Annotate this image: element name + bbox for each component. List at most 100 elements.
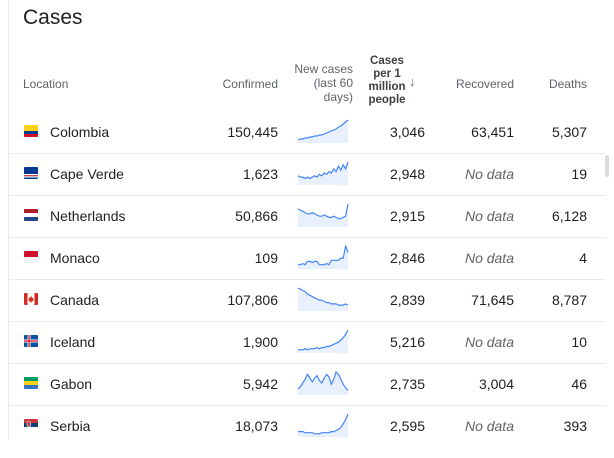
deaths-value: 19 (571, 166, 587, 182)
sort-descending-icon[interactable]: ↓ (409, 73, 416, 89)
new-cases-sparkline (298, 245, 349, 269)
confirmed-value: 1,900 (242, 334, 278, 350)
table-row[interactable]: Canada 107,806 2,839 71,645 8,787 (9, 280, 605, 322)
country-name[interactable]: Monaco (50, 250, 100, 266)
table-row[interactable]: Iceland 1,900 5,216 No data 10 (9, 322, 605, 364)
country-name[interactable]: Cape Verde (50, 166, 124, 182)
recovered-value: No data (464, 250, 514, 266)
deaths-value: 46 (571, 376, 587, 392)
cape-verde-flag-icon (24, 167, 38, 179)
country-name[interactable]: Serbia (50, 418, 91, 434)
table-row[interactable]: Gabon 5,942 2,735 3,004 46 (9, 364, 605, 406)
cases-per-million-value: 5,216 (389, 334, 425, 350)
header-line: per 1 (373, 68, 401, 80)
column-header-deaths[interactable]: Deaths (548, 77, 587, 91)
cases-per-million-value: 2,915 (389, 208, 425, 224)
recovered-value: 63,451 (471, 124, 514, 140)
recovered-value: No data (464, 166, 514, 182)
sparkline-area (298, 246, 348, 269)
country-name[interactable]: Colombia (50, 124, 110, 140)
new-cases-sparkline (297, 119, 349, 143)
table-row[interactable]: Serbia 18,073 2,595 No data 393 (9, 406, 605, 447)
confirmed-value: 107,806 (227, 292, 278, 308)
table-body: Colombia 150,445 3,046 63,451 5,307 Cape… (9, 112, 605, 447)
sparkline-area (298, 414, 348, 437)
netherlands-flag-icon (24, 209, 38, 221)
header-line: million (368, 81, 406, 93)
table-header: Location Confirmed New cases (last 60 da… (9, 52, 605, 114)
deaths-value: 5,307 (551, 124, 587, 140)
confirmed-value: 5,942 (242, 376, 278, 392)
sparkline-line (297, 371, 349, 391)
column-header-cases-per-million[interactable]: Cases per 1 million people ↓ (367, 55, 427, 107)
table-row[interactable]: Netherlands 50,866 2,915 No data 6,128 (9, 196, 605, 238)
cases-per-million-value: 3,046 (389, 124, 425, 140)
country-name[interactable]: Gabon (50, 376, 93, 392)
cases-per-million-value: 2,839 (389, 292, 425, 308)
gabon-flag-icon (24, 377, 38, 389)
cases-panel: Cases Location Confirmed New cases (last… (9, 0, 605, 440)
country-name[interactable]: Canada (50, 292, 100, 308)
sparkline-line (297, 119, 349, 141)
deaths-value: 393 (563, 418, 587, 434)
recovered-value: No data (464, 208, 514, 224)
sparkline-area (298, 162, 348, 185)
canada-flag-icon (24, 293, 38, 305)
table-row[interactable]: Monaco 109 2,846 No data 4 (9, 238, 605, 280)
new-cases-sparkline (297, 287, 349, 311)
deaths-value: 4 (579, 250, 587, 266)
deaths-value: 6,128 (551, 208, 587, 224)
header-line: people (368, 94, 406, 106)
column-header-confirmed[interactable]: Confirmed (222, 77, 278, 91)
cases-per-million-value: 2,735 (389, 376, 425, 392)
confirmed-value: 50,866 (235, 208, 278, 224)
sparkline-line (297, 161, 349, 180)
table-row[interactable]: Cape Verde 1,623 2,948 No data 19 (9, 154, 605, 196)
recovered-value: 71,645 (471, 292, 514, 308)
recovered-value: 3,004 (478, 376, 514, 392)
new-cases-sparkline (297, 161, 349, 185)
confirmed-value: 109 (254, 250, 278, 266)
sparkline-area (298, 204, 348, 227)
column-header-new-cases-line: (last 60 (313, 76, 353, 90)
header-line: Cases (370, 55, 404, 67)
cases-per-million-value: 2,846 (389, 250, 425, 266)
sparkline-line (298, 413, 349, 435)
country-name[interactable]: Netherlands (50, 208, 126, 224)
new-cases-sparkline (298, 329, 349, 353)
cases-per-million-value: 2,948 (389, 166, 425, 182)
deaths-value: 10 (571, 334, 587, 350)
serbia-flag-icon (24, 419, 38, 431)
new-cases-sparkline (298, 413, 349, 437)
column-header-location[interactable]: Location (23, 77, 69, 91)
monaco-flag-icon (24, 251, 38, 263)
sparkline-area (298, 330, 348, 353)
sparkline-line (298, 329, 349, 351)
column-header-cases-per-million-label: Cases per 1 million people (367, 55, 407, 107)
recovered-value: No data (464, 334, 514, 350)
sparkline-area (298, 372, 348, 395)
country-name[interactable]: Iceland (50, 334, 96, 350)
recovered-value: No data (464, 418, 514, 434)
scrollbar-thumb[interactable] (605, 155, 609, 177)
deaths-value: 8,787 (551, 292, 587, 308)
table-row[interactable]: Colombia 150,445 3,046 63,451 5,307 (9, 112, 605, 154)
sparkline-area (298, 120, 348, 143)
new-cases-sparkline (297, 203, 349, 227)
confirmed-value: 18,073 (235, 418, 278, 434)
sparkline-line (298, 245, 349, 266)
sparkline-area (298, 288, 348, 311)
sparkline-line (297, 287, 349, 306)
new-cases-sparkline (297, 371, 349, 395)
panel-title: Cases (23, 6, 83, 29)
iceland-flag-icon (24, 335, 38, 347)
confirmed-value: 150,445 (227, 124, 278, 140)
column-header-recovered[interactable]: Recovered (455, 77, 514, 91)
cases-per-million-value: 2,595 (389, 418, 425, 434)
column-header-new-cases-line: days) (323, 90, 353, 104)
panel-left-border (8, 0, 9, 440)
sparkline-line (297, 203, 349, 220)
colombia-flag-icon (24, 125, 38, 137)
confirmed-value: 1,623 (242, 166, 278, 182)
column-header-new-cases[interactable]: New cases (last 60 days) (289, 62, 353, 104)
